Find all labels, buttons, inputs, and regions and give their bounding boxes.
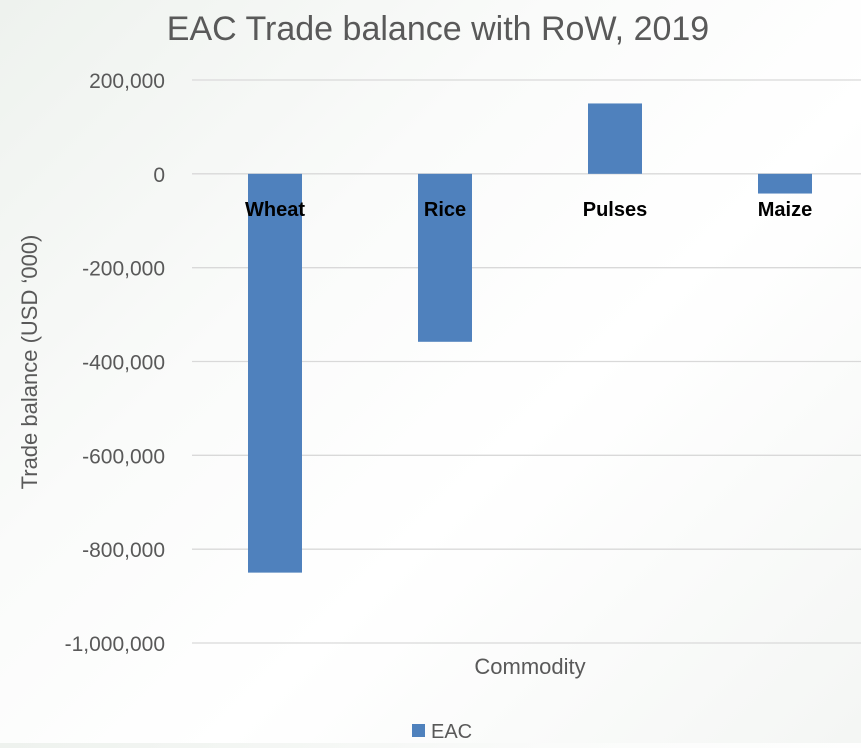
y-tick-label: -1,000,000 (65, 633, 165, 656)
category-label-maize: Maize (758, 199, 812, 221)
y-tick-label: 200,000 (89, 70, 165, 93)
y-tick-label: -600,000 (82, 445, 165, 468)
legend-swatch (412, 724, 425, 737)
bar-pulses (588, 103, 642, 174)
bar-maize (758, 173, 812, 194)
gridlines (192, 79, 861, 644)
y-axis-title: Trade balance (USD ‘000) (17, 235, 42, 490)
y-axis-tick-labels: 200,000 0 -200,000 -400,000 -600,000 -800,000… (65, 70, 165, 656)
category-label-wheat: Wheat (245, 199, 305, 221)
y-tick-label: -800,000 (82, 539, 165, 562)
category-labels: Wheat Rice Pulses Maize (245, 199, 812, 221)
bar-wheat (248, 173, 302, 573)
legend-label: EAC (431, 721, 472, 743)
bar-rice (418, 173, 472, 342)
bars (248, 103, 812, 573)
legend: EAC (412, 721, 472, 743)
category-label-rice: Rice (424, 199, 466, 221)
y-tick-label: 0 (153, 164, 165, 187)
y-tick-label: -400,000 (82, 352, 165, 375)
y-tick-label: -200,000 (82, 258, 165, 281)
category-label-pulses: Pulses (583, 199, 647, 221)
chart-title: EAC Trade balance with RoW, 2019 (167, 10, 709, 48)
x-axis-title: Commodity (474, 654, 585, 679)
